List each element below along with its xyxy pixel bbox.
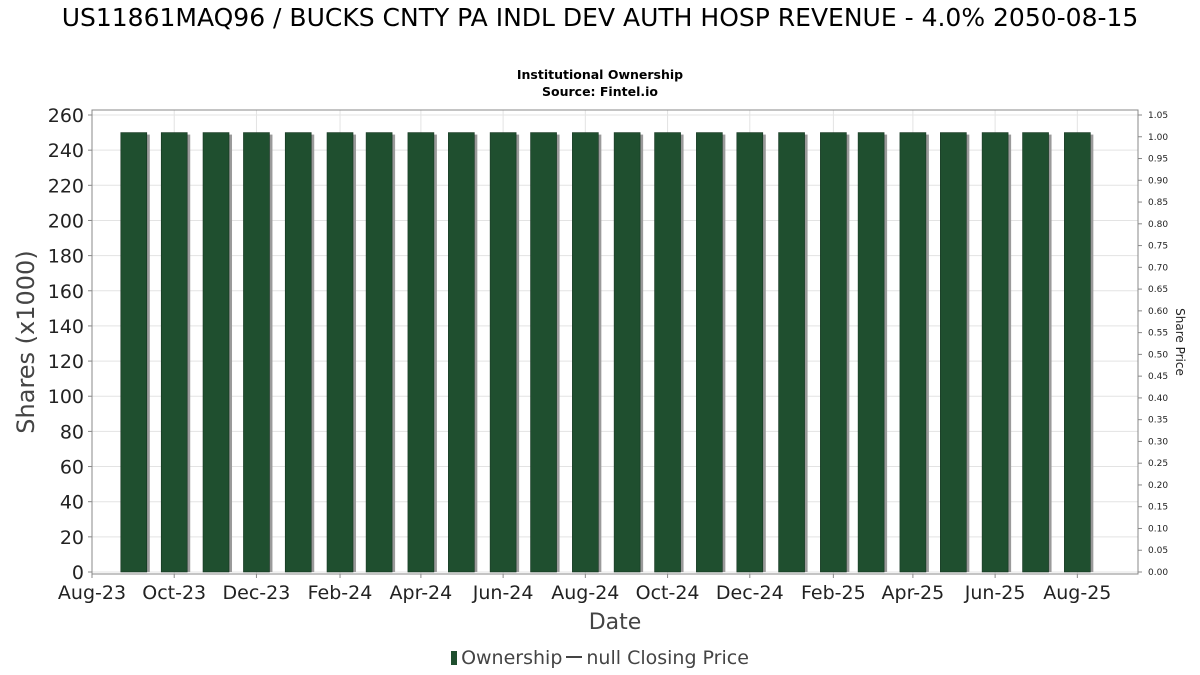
y-tick-label: 240: [48, 140, 84, 162]
ownership-bar: [407, 132, 435, 573]
chart-subtitle: Institutional Ownership: [516, 67, 684, 82]
price-legend-line: [566, 656, 583, 658]
x-tick-label: Dec-24: [716, 582, 784, 604]
y2-tick-label: 0.05: [1148, 546, 1168, 556]
x-tick-label: Oct-23: [142, 582, 206, 604]
y2-tick-label: 0.40: [1148, 394, 1168, 404]
ownership-legend-swatch: [451, 651, 458, 665]
ownership-bar: [940, 132, 967, 573]
y2-tick-label: 0.10: [1148, 524, 1168, 534]
y2-tick-label: 0.35: [1148, 416, 1168, 426]
y2-tick-label: 0.30: [1148, 437, 1168, 447]
x-tick-label: Aug-23: [58, 582, 126, 604]
y2-tick-label: 0.55: [1148, 329, 1168, 339]
y-tick-label: 100: [48, 386, 84, 408]
y2-tick-label: 0.15: [1148, 503, 1168, 513]
ownership-bar: [613, 132, 641, 573]
ownership-bar: [1022, 132, 1049, 573]
y2-tick-label: 0.70: [1148, 263, 1168, 273]
plot-frame: [91, 109, 1139, 575]
ownership-bar: [857, 132, 885, 573]
y2-tick-label: 0.80: [1148, 220, 1168, 230]
legend: Ownership null Closing Price: [0, 647, 1200, 669]
y-tick-label: 0: [72, 562, 84, 584]
y-tick-label: 120: [48, 351, 84, 373]
y2-tick-label: 0.25: [1148, 459, 1168, 469]
x-tick-label: Feb-24: [308, 582, 373, 604]
x-tick-label: Apr-24: [390, 582, 453, 604]
ownership-bar: [696, 132, 723, 573]
y2-tick-label: 0.50: [1148, 350, 1168, 360]
ownership-bar: [202, 132, 230, 573]
ownership-bar: [1064, 132, 1091, 573]
price-legend-label: null Closing Price: [586, 647, 749, 669]
y2-tick-label: 0.75: [1148, 242, 1168, 252]
x-tick-label: Jun-25: [964, 582, 1026, 604]
y2-tick-label: 0.85: [1148, 198, 1168, 208]
ownership-bar: [448, 132, 475, 573]
x-tick-label: Apr-25: [882, 582, 945, 604]
ownership-bar: [530, 132, 557, 573]
y-tick-label: 140: [48, 316, 84, 338]
ownership-bar: [654, 132, 681, 573]
ownership-bar: [736, 132, 764, 573]
x-tick-label: Oct-24: [636, 582, 700, 604]
ownership-bar: [820, 132, 847, 573]
x-axis-label: Date: [589, 610, 642, 635]
y2-tick-label: 0.45: [1148, 372, 1168, 382]
y-tick-label: 200: [48, 210, 84, 232]
ownership-bar: [284, 132, 312, 573]
y2-tick-label: 0.00: [1148, 568, 1168, 578]
ownership-bar: [899, 132, 927, 573]
y2-tick-label: 1.00: [1148, 133, 1168, 143]
y-tick-label: 80: [60, 421, 84, 443]
x-tick-label: Jun-24: [472, 582, 534, 604]
y2-tick-label: 0.65: [1148, 285, 1168, 295]
y-tick-label: 160: [48, 281, 84, 303]
y2-tick-label: 0.90: [1148, 176, 1168, 186]
x-axis-ticks: Aug-23 Oct-23 Dec-23 Feb-24 Apr-24 Jun-24 Aug-…: [58, 574, 1111, 604]
x-tick-label: Feb-25: [801, 582, 866, 604]
y2-tick-label: 0.95: [1148, 155, 1168, 165]
y-tick-label: 260: [48, 105, 84, 127]
y2-axis-ticks: 0.00 0.05 0.10 0.15 0.20 0.25 0.30 0.35 0.40 0.45…: [1138, 111, 1168, 578]
x-tick-label: Aug-25: [1043, 582, 1111, 604]
chart-source: Source: Fintel.io: [542, 84, 658, 99]
y-tick-label: 20: [60, 527, 84, 549]
ownership-bar: [572, 132, 599, 573]
y-axis-ticks: 0 20 40 60 80 100 120 140 160 180 200 220 240 260: [48, 105, 92, 584]
ownership-bar: [778, 132, 805, 573]
chart-title: US11861MAQ96 / BUCKS CNTY PA INDL DEV AU…: [61, 3, 1139, 32]
x-tick-label: Aug-24: [551, 582, 619, 604]
y-tick-label: 220: [48, 175, 84, 197]
ownership-bar: [120, 132, 148, 573]
ownership-bar: [489, 132, 517, 573]
ownership-bar: [243, 132, 270, 573]
ownership-bar: [365, 132, 393, 573]
x-tick-label: Dec-23: [223, 582, 291, 604]
y2-axis-label: Share Price: [1173, 308, 1187, 376]
y2-tick-label: 0.60: [1148, 307, 1168, 317]
y-tick-label: 60: [60, 457, 84, 479]
ownership-legend-label: Ownership: [461, 647, 563, 669]
y2-tick-label: 1.05: [1148, 111, 1168, 121]
y2-tick-label: 0.20: [1148, 481, 1168, 491]
y-tick-label: 40: [60, 492, 84, 514]
y-tick-label: 180: [48, 246, 84, 268]
y-axis-label: Shares (x1000): [12, 250, 40, 433]
ownership-bar: [981, 132, 1009, 573]
ownership-bar: [160, 132, 188, 573]
ownership-bar: [326, 132, 354, 573]
bars: [120, 132, 1094, 573]
